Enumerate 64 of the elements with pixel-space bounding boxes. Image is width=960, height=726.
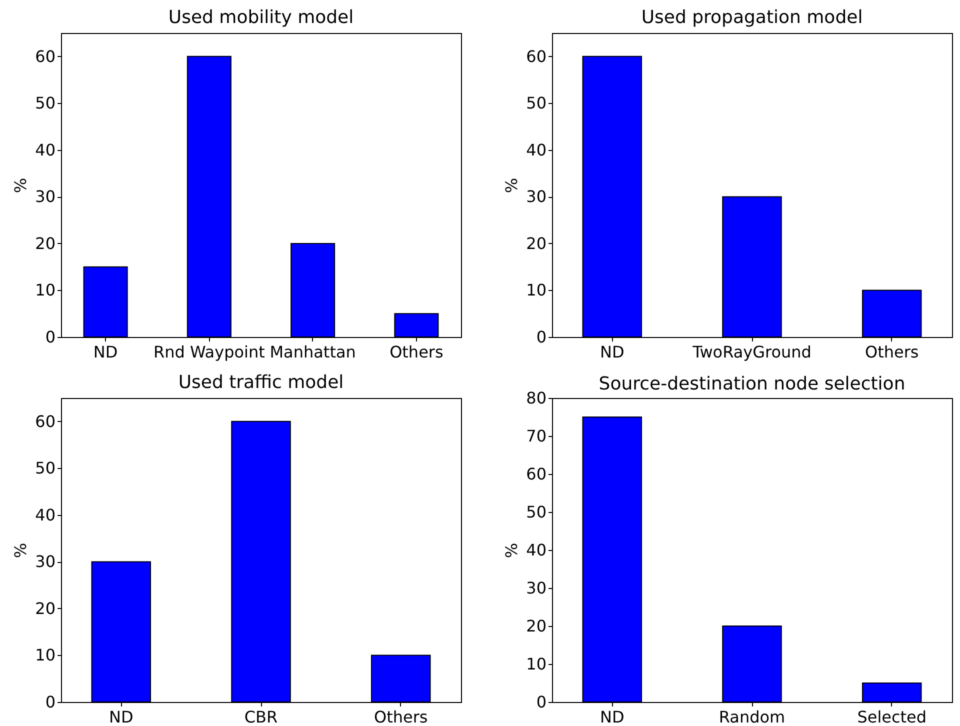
- bar: [83, 266, 128, 338]
- bar: [91, 561, 152, 702]
- y-tick-label: 10: [526, 654, 546, 674]
- x-tick-label: Random: [718, 708, 786, 726]
- x-tick-label: Rnd Waypoint: [154, 342, 265, 362]
- bar: [394, 313, 439, 338]
- y-tick-label: 20: [526, 234, 546, 253]
- y-tick-label: 30: [35, 187, 56, 206]
- bar: [722, 196, 782, 338]
- bar: [186, 56, 232, 338]
- x-tick-label: ND: [600, 708, 624, 726]
- y-tick-label: 20: [35, 234, 56, 253]
- y-tick-label: 70: [526, 426, 546, 446]
- y-tick-label: 10: [35, 280, 56, 300]
- y-axis-title: %: [11, 542, 30, 558]
- chart-title: Source-destination node selection: [598, 374, 906, 395]
- x-tick-label: Others: [864, 342, 919, 362]
- chart-title: Used mobility model: [168, 7, 354, 28]
- bar: [722, 626, 782, 702]
- x-tick-label: ND: [108, 708, 134, 726]
- y-tick-label: 0: [536, 692, 546, 712]
- y-tick-label: 30: [35, 552, 56, 572]
- y-tick-label: 0: [536, 328, 546, 346]
- x-tick-label: Others: [390, 342, 444, 362]
- y-tick-label: 60: [526, 464, 546, 484]
- chart-title: Used traffic model: [178, 372, 344, 393]
- y-tick-label: 20: [35, 598, 56, 618]
- y-axis-title: %: [11, 178, 30, 194]
- y-tick-label: 10: [526, 280, 546, 300]
- y-tick-label: 60: [35, 46, 56, 66]
- x-tick-label: ND: [600, 342, 624, 362]
- y-tick-label: 20: [526, 616, 546, 636]
- bar: [290, 242, 336, 338]
- bar: [582, 56, 642, 338]
- y-tick-label: 0: [45, 328, 56, 346]
- bar: [582, 416, 642, 702]
- x-tick-label: Manhattan: [270, 342, 356, 362]
- y-axis-title: %: [502, 542, 522, 558]
- x-tick-label: Selected: [857, 708, 927, 726]
- y-tick-label: 50: [526, 502, 546, 522]
- y-tick-label: 40: [526, 540, 546, 560]
- y-tick-label: 40: [35, 505, 56, 524]
- bar: [862, 682, 922, 702]
- bar: [231, 420, 291, 702]
- y-tick-label: 50: [526, 94, 546, 113]
- y-tick-label: 30: [526, 187, 546, 206]
- y-tick-label: 40: [35, 140, 56, 160]
- y-tick-label: 50: [35, 458, 56, 478]
- y-tick-label: 60: [526, 46, 546, 66]
- y-tick-label: 80: [526, 388, 546, 408]
- x-tick-label: CBR: [244, 708, 278, 726]
- bar: [862, 290, 922, 338]
- y-tick-label: 10: [35, 646, 56, 665]
- y-tick-label: 50: [35, 94, 56, 113]
- x-tick-label: Others: [374, 708, 428, 726]
- y-tick-label: 40: [526, 140, 546, 160]
- x-tick-label: TwoRayGround: [692, 342, 812, 362]
- y-tick-label: 0: [45, 692, 56, 712]
- bar: [370, 654, 431, 702]
- chart-title: Used propagation model: [641, 7, 863, 28]
- x-tick-label: ND: [93, 342, 118, 362]
- y-tick-label: 60: [35, 412, 56, 431]
- y-axis-title: %: [502, 178, 522, 194]
- y-tick-label: 30: [526, 578, 546, 598]
